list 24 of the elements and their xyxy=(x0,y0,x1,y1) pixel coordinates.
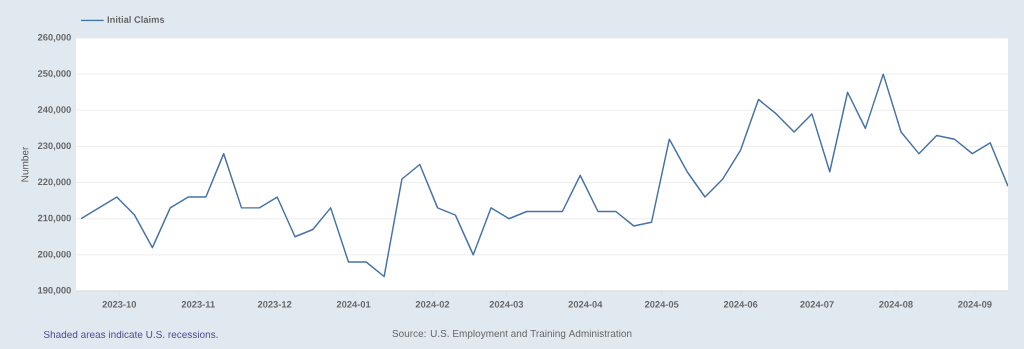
y-axis-title: Number xyxy=(21,146,29,182)
x-tick-label: 2024-09 xyxy=(958,301,992,308)
legend-label: Initial Claims xyxy=(107,16,165,23)
y-tick-label: 260,000 xyxy=(37,34,71,42)
y-tick-label: 230,000 xyxy=(37,142,71,151)
x-tick-label: 2024-07 xyxy=(800,301,834,308)
y-tick-label: 240,000 xyxy=(37,106,71,115)
x-tick-label: 2024-01 xyxy=(336,301,371,308)
x-tick-label: 2024-08 xyxy=(879,301,913,308)
x-tick-label: 2023-12 xyxy=(257,301,292,308)
x-tick-label: 2024-04 xyxy=(568,301,603,308)
text: Shaded areas indicate U.S. recessions. xyxy=(43,330,218,338)
y-tick-label: 250,000 xyxy=(37,70,71,79)
y-tick-label: 190,000 xyxy=(38,287,71,295)
y-tick-label: 200,000 xyxy=(37,250,71,259)
x-tick-label: 2023-10 xyxy=(102,301,137,308)
x-tick-label: 2024-02 xyxy=(415,301,450,308)
source-note: Source: U.S. Employment and Training Administration xyxy=(392,329,632,339)
x-tick-label: 2024-06 xyxy=(723,301,758,308)
y-tick-label: 210,000 xyxy=(37,214,71,223)
x-tick-label: 2023-11 xyxy=(181,301,215,308)
x-tick-label: 2024-03 xyxy=(489,301,524,308)
y-tick-label: 220,000 xyxy=(37,178,71,187)
x-tick-label: 2024-05 xyxy=(644,301,679,308)
